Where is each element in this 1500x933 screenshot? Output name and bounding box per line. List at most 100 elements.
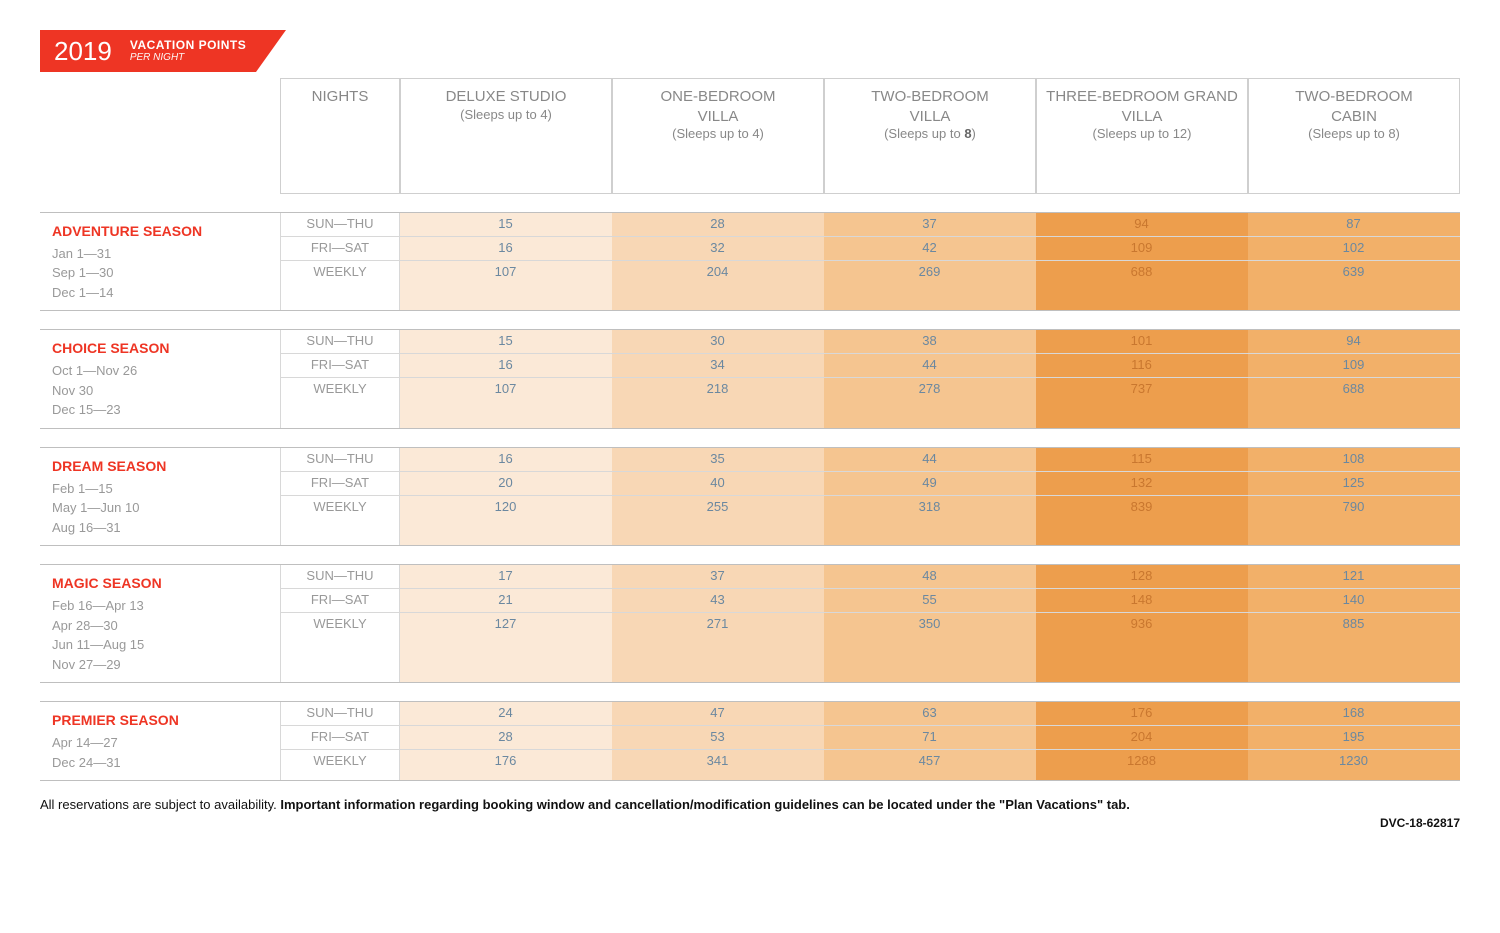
points-value: 790: [1248, 496, 1460, 546]
year-banner: 2019 VACATION POINTS PER NIGHT: [40, 30, 286, 72]
points-value: 42: [824, 237, 1036, 260]
points-value: 115: [1036, 448, 1248, 471]
points-value: 350: [824, 613, 1036, 682]
season-name: DREAM SEASON: [52, 456, 274, 477]
points-value: 737: [1036, 378, 1248, 428]
points-value: 71: [824, 726, 1036, 749]
season-label: PREMIER SEASONApr 14—27Dec 24—31: [40, 702, 280, 780]
points-value: 87: [1248, 213, 1460, 236]
season-date: Sep 1—30: [52, 263, 274, 283]
points-value: 195: [1248, 726, 1460, 749]
nights-label: WEEKLY: [280, 261, 400, 311]
table-row: SUN—THU244763176168: [280, 702, 1460, 726]
points-value: 16: [400, 237, 612, 260]
table-row: WEEKLY107204269688639: [280, 261, 1460, 311]
season-grid: SUN—THU244763176168FRI—SAT285371204195WE…: [280, 702, 1460, 780]
points-value: 63: [824, 702, 1036, 725]
points-value: 140: [1248, 589, 1460, 612]
points-value: 40: [612, 472, 824, 495]
banner-line2: PER NIGHT: [130, 52, 246, 63]
table-row: WEEKLY127271350936885: [280, 613, 1460, 682]
table-row: FRI—SAT285371204195: [280, 726, 1460, 750]
header-room: TWO-BEDROOMCABIN(Sleeps up to 8): [1248, 78, 1460, 194]
points-value: 278: [824, 378, 1036, 428]
points-value: 43: [612, 589, 824, 612]
nights-label: WEEKLY: [280, 496, 400, 546]
season-name: PREMIER SEASON: [52, 710, 274, 731]
season-date: Dec 24—31: [52, 753, 274, 773]
nights-label: FRI—SAT: [280, 472, 400, 495]
table-row: FRI—SAT163242109102: [280, 237, 1460, 261]
season-date: Feb 16—Apr 13: [52, 596, 274, 616]
points-chart: 2019 VACATION POINTS PER NIGHT NIGHTS DE…: [0, 0, 1500, 860]
table-row: WEEKLY107218278737688: [280, 378, 1460, 428]
points-value: 128: [1036, 565, 1248, 588]
points-value: 34: [612, 354, 824, 377]
season-block: MAGIC SEASONFeb 16—Apr 13Apr 28—30Jun 11…: [40, 564, 1460, 683]
header-nights: NIGHTS: [280, 78, 400, 194]
points-value: 94: [1036, 213, 1248, 236]
points-value: 35: [612, 448, 824, 471]
season-grid: SUN—THU15303810194FRI—SAT163444116109WEE…: [280, 330, 1460, 428]
points-value: 121: [1248, 565, 1460, 588]
season-date: Aug 16—31: [52, 518, 274, 538]
table-row: FRI—SAT163444116109: [280, 354, 1460, 378]
points-value: 688: [1036, 261, 1248, 311]
points-value: 21: [400, 589, 612, 612]
nights-label: SUN—THU: [280, 330, 400, 353]
points-value: 38: [824, 330, 1036, 353]
points-value: 176: [1036, 702, 1248, 725]
points-value: 107: [400, 261, 612, 311]
banner-line1: VACATION POINTS: [130, 39, 246, 52]
points-value: 936: [1036, 613, 1248, 682]
season-grid: SUN—THU173748128121FRI—SAT214355148140WE…: [280, 565, 1460, 682]
points-value: 1288: [1036, 750, 1248, 780]
points-value: 255: [612, 496, 824, 546]
points-value: 109: [1036, 237, 1248, 260]
document-id: DVC-18-62817: [40, 816, 1460, 830]
points-value: 132: [1036, 472, 1248, 495]
points-value: 127: [400, 613, 612, 682]
nights-label: WEEKLY: [280, 613, 400, 682]
season-block: ADVENTURE SEASONJan 1—31Sep 1—30Dec 1—14…: [40, 212, 1460, 312]
season-date: Nov 30: [52, 381, 274, 401]
nights-label: SUN—THU: [280, 448, 400, 471]
nights-label: FRI—SAT: [280, 726, 400, 749]
banner-year: 2019: [40, 30, 126, 72]
points-value: 24: [400, 702, 612, 725]
season-name: MAGIC SEASON: [52, 573, 274, 594]
table-row: SUN—THU173748128121: [280, 565, 1460, 589]
nights-label: FRI—SAT: [280, 354, 400, 377]
points-value: 28: [612, 213, 824, 236]
table-row: FRI—SAT204049132125: [280, 472, 1460, 496]
footnote: All reservations are subject to availabi…: [40, 797, 1460, 812]
points-value: 688: [1248, 378, 1460, 428]
points-value: 20: [400, 472, 612, 495]
season-date: May 1—Jun 10: [52, 498, 274, 518]
points-value: 204: [612, 261, 824, 311]
season-label: ADVENTURE SEASONJan 1—31Sep 1—30Dec 1—14: [40, 213, 280, 311]
footnote-prefix: All reservations are subject to availabi…: [40, 797, 280, 812]
season-date: Feb 1—15: [52, 479, 274, 499]
column-headers: NIGHTS DELUXE STUDIO(Sleeps up to 4)ONE-…: [40, 78, 1460, 194]
points-value: 839: [1036, 496, 1248, 546]
nights-label: SUN—THU: [280, 565, 400, 588]
nights-label: SUN—THU: [280, 702, 400, 725]
nights-label: FRI—SAT: [280, 237, 400, 260]
points-value: 102: [1248, 237, 1460, 260]
season-label: CHOICE SEASONOct 1—Nov 26Nov 30Dec 15—23: [40, 330, 280, 428]
table-row: FRI—SAT214355148140: [280, 589, 1460, 613]
banner-triangle: [256, 30, 286, 72]
points-value: 120: [400, 496, 612, 546]
header-room: ONE-BEDROOMVILLA(Sleeps up to 4): [612, 78, 824, 194]
points-value: 1230: [1248, 750, 1460, 780]
header-room: TWO-BEDROOMVILLA(Sleeps up to 8): [824, 78, 1036, 194]
season-date: Dec 15—23: [52, 400, 274, 420]
points-value: 101: [1036, 330, 1248, 353]
nights-label: SUN—THU: [280, 213, 400, 236]
points-value: 49: [824, 472, 1036, 495]
points-value: 204: [1036, 726, 1248, 749]
header-room: THREE-BEDROOM GRANDVILLA(Sleeps up to 12…: [1036, 78, 1248, 194]
table-row: WEEKLY17634145712881230: [280, 750, 1460, 780]
season-name: ADVENTURE SEASON: [52, 221, 274, 242]
